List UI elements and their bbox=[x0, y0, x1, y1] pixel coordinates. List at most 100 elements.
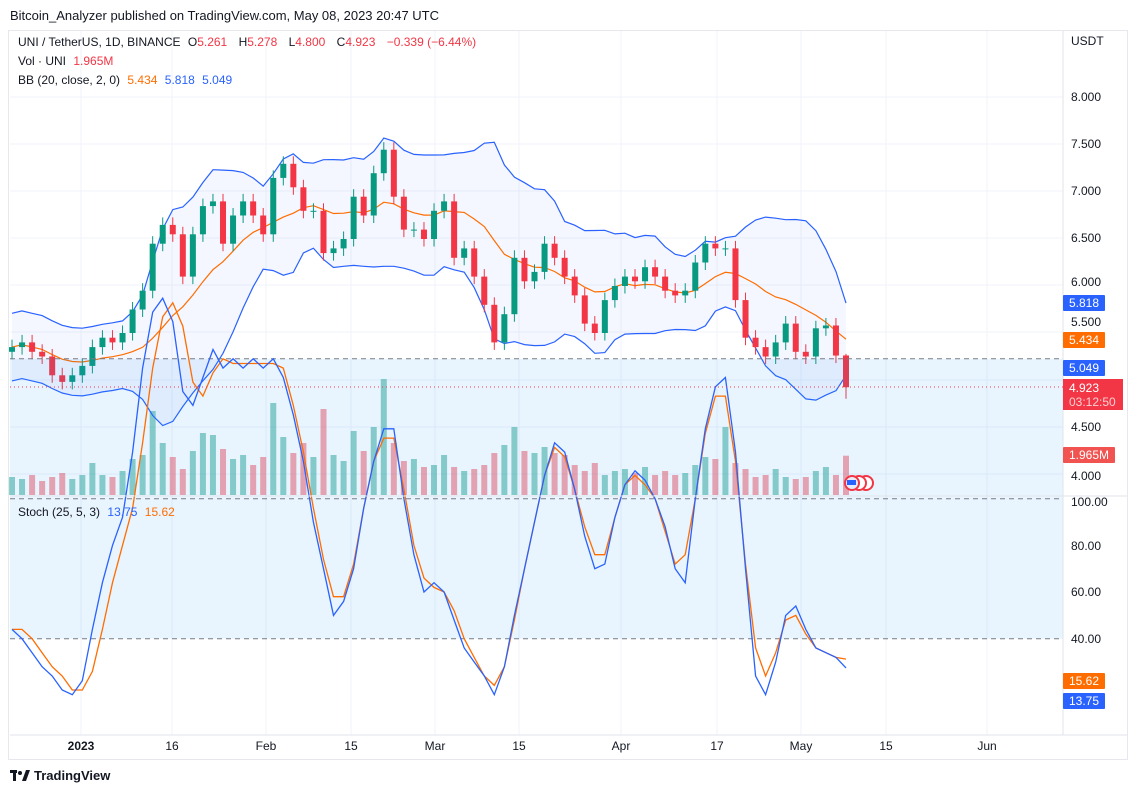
candle-body bbox=[29, 342, 36, 352]
candle-body bbox=[802, 351, 809, 357]
candle-body bbox=[451, 201, 458, 258]
volume-bar bbox=[220, 449, 227, 495]
tradingview-logo[interactable]: TradingView bbox=[10, 768, 110, 783]
candle-body bbox=[330, 248, 337, 254]
candle-body bbox=[129, 309, 136, 333]
volume-legend[interactable]: Vol · UNI 1.965M bbox=[18, 54, 117, 68]
candle-body bbox=[591, 323, 598, 333]
candle-body bbox=[270, 177, 277, 235]
volume-bar bbox=[742, 469, 749, 495]
candle-body bbox=[792, 323, 799, 352]
candle-body bbox=[250, 201, 257, 216]
candle-body bbox=[9, 347, 15, 352]
volume-badge: 1.965M bbox=[1063, 447, 1116, 463]
volume-bar bbox=[712, 459, 719, 495]
candle-body bbox=[310, 210, 317, 212]
candle-body bbox=[642, 267, 649, 282]
volume-bar bbox=[410, 459, 417, 495]
volume-bar bbox=[330, 455, 337, 495]
candle-body bbox=[189, 234, 196, 277]
candle-body bbox=[39, 351, 46, 357]
time-tick: Apr bbox=[611, 739, 631, 753]
candle-body bbox=[832, 325, 839, 356]
volume-bar bbox=[109, 477, 116, 495]
volume-bar bbox=[400, 461, 407, 495]
close-label: C bbox=[336, 35, 346, 49]
volume-bar bbox=[551, 453, 558, 495]
volume-bar bbox=[682, 473, 689, 495]
volume-bar bbox=[139, 455, 146, 495]
volume-bar bbox=[812, 471, 819, 495]
volume-bar bbox=[451, 467, 458, 495]
volume-bar bbox=[340, 461, 347, 495]
candle-body bbox=[722, 248, 729, 250]
stoch-d-line bbox=[12, 301, 847, 691]
price-tick: 6.000 bbox=[1071, 275, 1102, 289]
volume-bar bbox=[49, 477, 56, 495]
volume-bar bbox=[621, 469, 628, 495]
volume-bar bbox=[290, 453, 297, 495]
volume-bar bbox=[250, 465, 257, 495]
candle-body bbox=[441, 201, 448, 211]
currency-label: USDT bbox=[1071, 34, 1104, 48]
volume-bar bbox=[230, 459, 237, 495]
volume-bar bbox=[561, 455, 568, 495]
candle-body bbox=[220, 201, 227, 244]
candle-body bbox=[380, 149, 387, 174]
candle-body bbox=[119, 333, 126, 343]
time-tick: Feb bbox=[255, 739, 277, 753]
candle-body bbox=[672, 290, 679, 296]
time-tick: 16 bbox=[165, 739, 179, 753]
bb-legend[interactable]: BB (20, close, 2, 0) 5.434 5.818 5.049 bbox=[18, 73, 236, 87]
ohlc-high: H5.278 bbox=[239, 35, 282, 49]
open-label: O bbox=[187, 35, 198, 49]
open-value: 5.261 bbox=[197, 35, 228, 49]
volume-bar bbox=[431, 465, 438, 495]
volume-bar bbox=[692, 465, 699, 495]
candle-body bbox=[209, 201, 216, 207]
candle-body bbox=[199, 206, 206, 235]
candle-body bbox=[812, 328, 819, 357]
ohlc-open: O5.261 bbox=[188, 35, 231, 49]
candle-body bbox=[320, 210, 327, 254]
candle-body bbox=[260, 215, 267, 235]
bb-lower-value: 5.049 bbox=[202, 73, 233, 87]
time-tick: May bbox=[789, 739, 813, 753]
candle-body bbox=[481, 276, 488, 305]
candle-body bbox=[461, 248, 468, 258]
volume-bar bbox=[782, 477, 789, 495]
volume-bar bbox=[69, 479, 76, 495]
candle-body bbox=[662, 276, 669, 291]
volume-bar bbox=[461, 471, 468, 495]
candle-body bbox=[822, 325, 829, 329]
stoch-legend[interactable]: Stoch (25, 5, 3) 13.75 15.62 bbox=[18, 505, 179, 519]
candle-body bbox=[109, 337, 116, 343]
volume-bar bbox=[89, 463, 96, 495]
low-value: 4.800 bbox=[295, 35, 326, 49]
ohlc-low: L4.800 bbox=[289, 35, 330, 49]
candle-body bbox=[240, 201, 247, 216]
logo-text: TradingView bbox=[34, 768, 111, 783]
volume-bar bbox=[169, 457, 176, 495]
candle-body bbox=[621, 276, 628, 286]
volume-bar bbox=[280, 437, 287, 495]
volume-bar bbox=[491, 453, 498, 495]
candle-body bbox=[531, 271, 538, 282]
ohlc-close: C4.923 bbox=[337, 35, 380, 49]
stoch-k-value: 13.75 bbox=[107, 505, 138, 519]
volume-bar bbox=[591, 463, 598, 495]
volume-bar bbox=[762, 475, 769, 495]
candle-body bbox=[752, 337, 759, 348]
candle-body bbox=[89, 347, 96, 366]
volume-bar bbox=[129, 459, 136, 495]
candle-body bbox=[360, 196, 367, 216]
symbol-legend[interactable]: UNI / TetherUS, 1D, BINANCE O5.261 H5.27… bbox=[18, 35, 480, 49]
volume-bar bbox=[350, 431, 357, 495]
volume-bar bbox=[29, 475, 36, 495]
volume-bar bbox=[79, 475, 86, 495]
candle-body bbox=[611, 286, 618, 301]
candle-body bbox=[230, 215, 237, 244]
time-tick: 15 bbox=[512, 739, 526, 753]
candle-body bbox=[49, 356, 56, 376]
